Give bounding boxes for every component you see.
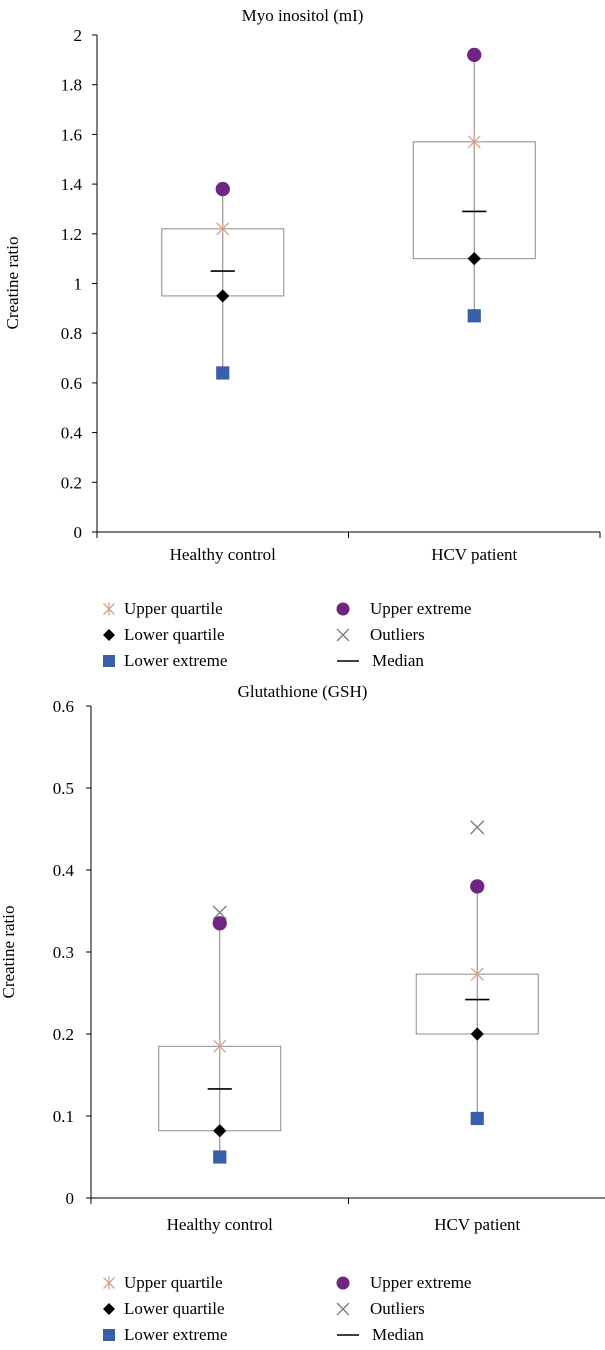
legend-label: Lower quartile [124, 1299, 225, 1318]
lower-extreme-mark [467, 309, 481, 323]
chart-panel-myo-inositol: Myo inositol (mI) 0 0.2 0.4 0.6 0.8 1 1.2 1.4 1.… [3, 6, 601, 676]
upper-extreme-mark [215, 181, 230, 197]
x-tick-label: HCV patient [431, 545, 517, 564]
x-tick-label: Healthy control [167, 1215, 273, 1234]
y-tick-label: 1.8 [61, 76, 82, 95]
chart-legend: Upper quartile Lower quartile Lower extrem… [98, 598, 558, 676]
upper-extreme-mark [467, 47, 482, 63]
y-tick-label: 0.4 [53, 861, 75, 880]
lower-extreme-mark [470, 1111, 484, 1126]
chart-title: Glutathione (GSH) [237, 682, 368, 701]
upper-extreme-mark [470, 879, 485, 894]
box-group [415, 820, 539, 1126]
legend-label: Upper extreme [370, 599, 472, 618]
x-icon [336, 628, 350, 642]
diamond-icon [103, 1303, 115, 1315]
dash-icon [337, 660, 359, 662]
upper-extreme-mark [212, 916, 227, 931]
x-icon [336, 1302, 350, 1316]
legend-label: Lower extreme [124, 651, 228, 670]
chart-legend: Upper quartile Lower quartile Lower extrem… [98, 1272, 558, 1350]
square-icon [103, 1329, 115, 1341]
chart-title: Myo inositol (mI) [241, 6, 364, 25]
dash-icon [337, 1334, 359, 1336]
legend-label: Median [372, 651, 424, 670]
legend-label: Upper quartile [124, 599, 223, 618]
y-tick-label: 1.2 [61, 225, 82, 244]
legend-label: Median [372, 1325, 424, 1344]
outlier-mark [212, 905, 227, 920]
upper-quartile-mark [213, 1039, 227, 1054]
chart-plot: 0 0.2 0.4 0.6 0.8 1 1.2 1.4 1.6 1.8 2 Healthy contr… [3, 26, 601, 564]
legend-label: Upper extreme [370, 1273, 472, 1292]
y-tick-label: 0.5 [53, 779, 74, 798]
y-tick-label: 0.2 [61, 473, 82, 492]
asterisk-icon [103, 1276, 115, 1290]
y-tick-label: 0 [66, 1189, 75, 1208]
y-tick-label: 0.6 [53, 697, 74, 716]
square-icon [103, 655, 115, 667]
legend-label: Lower extreme [124, 1325, 228, 1344]
outlier-mark [470, 820, 485, 835]
y-tick-label: 0.2 [53, 1025, 74, 1044]
legend-label: Outliers [370, 1299, 425, 1318]
upper-quartile-mark [216, 221, 230, 237]
lower-extreme-mark [216, 366, 230, 380]
y-tick-label: 0 [74, 523, 83, 542]
lower-quartile-mark [213, 1124, 227, 1138]
y-tick-label: 2 [74, 26, 83, 45]
y-tick-label: 0.6 [61, 374, 82, 393]
upper-quartile-mark [467, 134, 481, 150]
y-tick-label: 1.6 [61, 125, 82, 144]
box-group [161, 181, 285, 380]
y-tick-label: 0.3 [53, 943, 74, 962]
x-tick-label: Healthy control [170, 545, 276, 564]
y-tick-label: 0.1 [53, 1107, 74, 1126]
y-tick-label: 1 [74, 275, 83, 294]
circle-icon [336, 1276, 350, 1290]
x-tick-label: HCV patient [434, 1215, 520, 1234]
box-group [412, 47, 536, 323]
circle-icon [336, 602, 350, 616]
y-tick-label: 0.4 [61, 424, 83, 443]
asterisk-icon [103, 602, 115, 616]
legend-label: Outliers [370, 625, 425, 644]
lower-extreme-mark [213, 1150, 227, 1164]
lower-quartile-mark [467, 252, 481, 266]
legend-label: Upper quartile [124, 1273, 223, 1292]
lower-quartile-mark [470, 1027, 484, 1041]
box-group [158, 905, 282, 1164]
upper-quartile-mark [470, 966, 484, 982]
diamond-icon [103, 629, 115, 641]
y-tick-label: 0.8 [61, 324, 82, 343]
y-tick-label: 1.4 [61, 175, 83, 194]
y-axis-label: Creatine ratio [3, 237, 22, 330]
legend-label: Lower quartile [124, 625, 225, 644]
y-axis-label: Creatine ratio [0, 906, 18, 999]
lower-quartile-mark [216, 289, 230, 303]
